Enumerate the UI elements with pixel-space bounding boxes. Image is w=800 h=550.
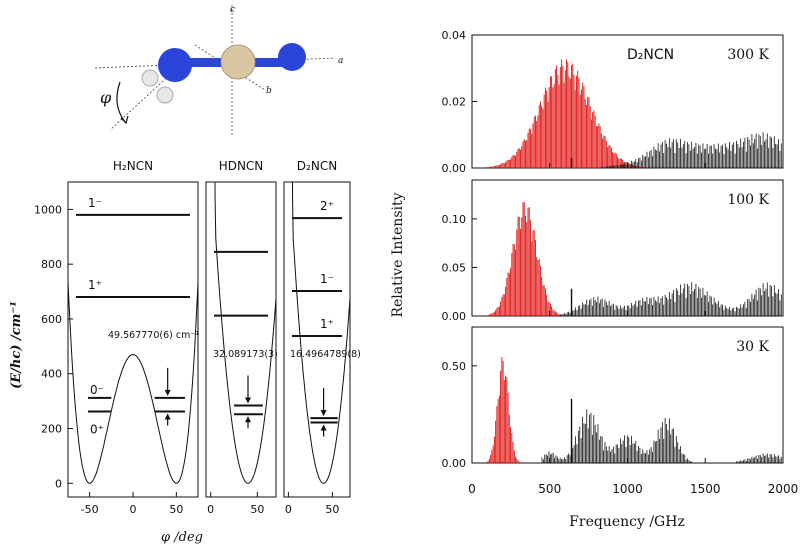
y-tick-label: 400 [41,368,62,381]
y-tick-label: 0.50 [442,360,467,373]
energy-level-label: 2⁺ [320,199,334,213]
splitting-arrowhead [320,424,327,431]
spectra-ylabel: Relative Intensity [390,192,406,317]
potential-curve [68,282,198,484]
y-tick-label: 0.00 [442,457,467,470]
y-tick-label: 800 [41,258,62,271]
energy-level-label: 1⁺ [320,317,334,331]
temperature-label: 100 K [727,192,769,208]
y-tick-label: 600 [41,313,62,326]
spectra-xlabel: Frequency /GHz [569,514,685,530]
phi-ref-line [109,69,176,131]
nitrogen-atom-nitrile [278,43,306,71]
potential-panel-title: D₂NCN [297,159,337,173]
x-tick-label: 0 [130,503,137,516]
energy-level-label: 1⁻ [320,272,334,286]
hydrogen-atom-1 [141,69,159,87]
x-tick-label: 1000 [612,482,643,496]
energy-level-label: 1⁺ [88,278,102,292]
potential-curve [214,182,276,484]
x-tick-label: 50 [250,503,264,516]
y-tick-label: 0 [55,477,62,490]
potential-curve [291,182,350,484]
phi-arrow-head [120,115,129,125]
hydrogen-atom-2 [156,86,174,104]
temperature-label: 30 K [736,339,769,355]
potential-frame [283,181,351,498]
potential-energy-panels: (E/hc) /cm⁻¹ φ /deg H₂NCN 0⁺ 0⁻ 1⁺ 1⁻ 49.5677… [9,159,361,545]
splitting-arrowhead [164,389,171,396]
axis-a-label: a [338,56,343,66]
carbon-atom [220,44,256,80]
y-tick-label: 0.04 [442,29,467,42]
species-label: D₂NCN [627,47,674,63]
phi-label: φ [100,88,112,107]
splitting-arrowhead [245,416,251,423]
splitting-arrowhead [245,397,251,404]
energy-level-label: 0⁻ [90,383,104,397]
x-tick-label: 50 [169,503,183,516]
splitting-arrowhead [164,413,171,420]
energy-level-label: 0⁺ [90,423,104,437]
splitting-value: 16.4964789(8) [290,349,361,360]
y-tick-label: 0.00 [442,162,467,175]
splitting-arrowhead [320,410,327,417]
potential-ylabel: (E/hc) /cm⁻¹ [9,301,24,389]
molecule-diagram: c a b φ [94,5,343,135]
potential-frame [205,181,277,498]
energy-level-label: 1⁻ [88,196,102,210]
y-tick-label: 0.00 [442,310,467,323]
spectra-panels: Relative Intensity Frequency /GHz 0.00 0.… [390,29,798,530]
axis-b-label: b [266,86,272,96]
x-tick-label: 0 [207,503,214,516]
potential-panel-title: H₂NCN [113,159,153,173]
y-tick-label: 0.02 [442,96,467,109]
y-tick-label: 0.10 [442,213,467,226]
x-tick-label: 500 [538,482,561,496]
y-tick-label: 1000 [34,203,62,216]
temperature-label: 300 K [727,47,769,63]
potential-xlabel: φ /deg [161,530,203,545]
splitting-value: 49.567770(6) cm⁻¹ [108,330,199,341]
phi-arc [116,81,126,123]
nitrogen-atom-amine [158,48,192,82]
axis-c-label: c [230,5,235,15]
splitting-value: 32.089173(3) [213,349,278,360]
x-tick-label: 1500 [690,482,721,496]
potential-panel-title: HDNCN [219,159,264,173]
y-tick-label: 0.05 [442,261,467,274]
x-tick-label: 0 [285,503,292,516]
x-tick-label: 0 [468,482,476,496]
x-tick-label: 50 [325,503,339,516]
y-tick-label: 200 [41,423,62,436]
x-tick-label: -50 [81,503,99,516]
x-tick-label: 2000 [768,482,799,496]
